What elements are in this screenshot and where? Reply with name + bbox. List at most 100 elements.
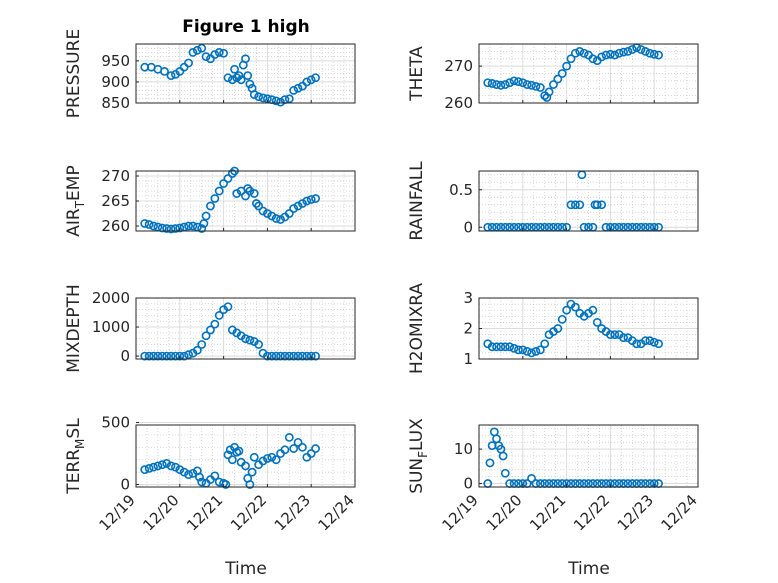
data-point (588, 54, 598, 64)
axes-box (478, 43, 699, 104)
data-point (496, 342, 506, 352)
y-tick-label: 270 (101, 167, 130, 185)
data-point (243, 184, 253, 193)
data-point (271, 351, 281, 361)
data-point (570, 200, 580, 210)
y-axis-label-terr-msl: TERRMSL (64, 418, 87, 495)
data-point (247, 467, 257, 477)
data-point (636, 45, 646, 54)
y-tick-label: 10 (454, 440, 473, 458)
data-series-air-temp (140, 166, 320, 234)
data-point (149, 351, 158, 361)
data-point (592, 200, 602, 210)
data-point (234, 446, 244, 456)
data-point (549, 80, 558, 89)
data-point (527, 80, 536, 90)
data-point (289, 85, 299, 95)
data-point (505, 78, 515, 88)
data-point (614, 48, 624, 58)
x-tick-label: 12/19 (96, 491, 139, 534)
data-point (575, 46, 585, 56)
data-point (201, 52, 211, 62)
data-point (505, 342, 515, 352)
data-point (166, 461, 176, 471)
y-tick-label: 0 (120, 347, 130, 365)
minor-grid (479, 171, 698, 231)
data-point (219, 179, 228, 188)
data-point (234, 71, 244, 81)
data-point (518, 78, 528, 88)
data-point (619, 333, 628, 343)
data-point (140, 465, 150, 475)
data-point (171, 462, 180, 472)
data-point (210, 50, 220, 59)
data-point (284, 94, 294, 104)
data-point (293, 351, 303, 361)
y-tick-label: 850 (101, 94, 130, 112)
y-tick-label: 2000 (92, 289, 130, 307)
data-point (302, 196, 312, 206)
data-point (540, 339, 550, 349)
data-point (188, 468, 198, 478)
data-point (500, 468, 510, 478)
data-point (293, 83, 303, 93)
data-point (306, 351, 316, 361)
data-point (153, 461, 163, 471)
data-point (157, 351, 167, 361)
data-point (641, 46, 650, 56)
data-point (157, 460, 167, 470)
data-point (166, 351, 176, 361)
panel-theta: 260 270 THETA (407, 43, 699, 112)
data-point (232, 189, 242, 198)
data-point (197, 340, 207, 349)
data-point (271, 214, 281, 223)
data-point (610, 50, 620, 60)
data-point (210, 319, 220, 329)
data-point (483, 78, 493, 88)
data-point (162, 351, 172, 361)
y-tick-label: 0 (120, 476, 130, 494)
data-point (280, 445, 290, 455)
data-point (654, 339, 663, 349)
data-point (306, 449, 316, 458)
data-point (535, 83, 545, 92)
data-point (527, 473, 536, 483)
x-tick-label: 12/24 (658, 491, 701, 534)
data-point (195, 472, 204, 482)
data-point (206, 325, 215, 335)
y-tick-label: 0 (463, 475, 473, 493)
data-point (153, 351, 163, 361)
axes-box (135, 297, 356, 360)
y-tick-label: 3 (463, 289, 473, 307)
data-point (606, 330, 615, 339)
data-point (492, 342, 501, 352)
data-point (201, 211, 211, 221)
data-point (166, 71, 176, 81)
data-point (487, 79, 497, 88)
data-point (514, 345, 523, 355)
data-point (649, 49, 659, 59)
data-point (227, 169, 237, 178)
data-point (241, 334, 250, 344)
data-point (144, 463, 154, 473)
data-point (262, 454, 272, 463)
data-point (192, 45, 202, 55)
data-point (184, 350, 193, 360)
data-point (188, 48, 198, 57)
data-point (289, 444, 299, 453)
data-point (267, 351, 277, 361)
data-point (562, 61, 571, 71)
data-point (144, 220, 154, 229)
y-axis-label-rainfall: RAINFALL (407, 161, 427, 241)
data-point (245, 79, 255, 89)
x-tick-label: 12/21 (526, 491, 569, 534)
data-point (592, 317, 602, 327)
data-point (632, 339, 642, 349)
data-point (184, 221, 193, 231)
data-point (298, 442, 307, 452)
data-point (293, 201, 303, 211)
data-point (197, 477, 207, 487)
data-point (527, 348, 536, 358)
data-point (249, 452, 259, 462)
